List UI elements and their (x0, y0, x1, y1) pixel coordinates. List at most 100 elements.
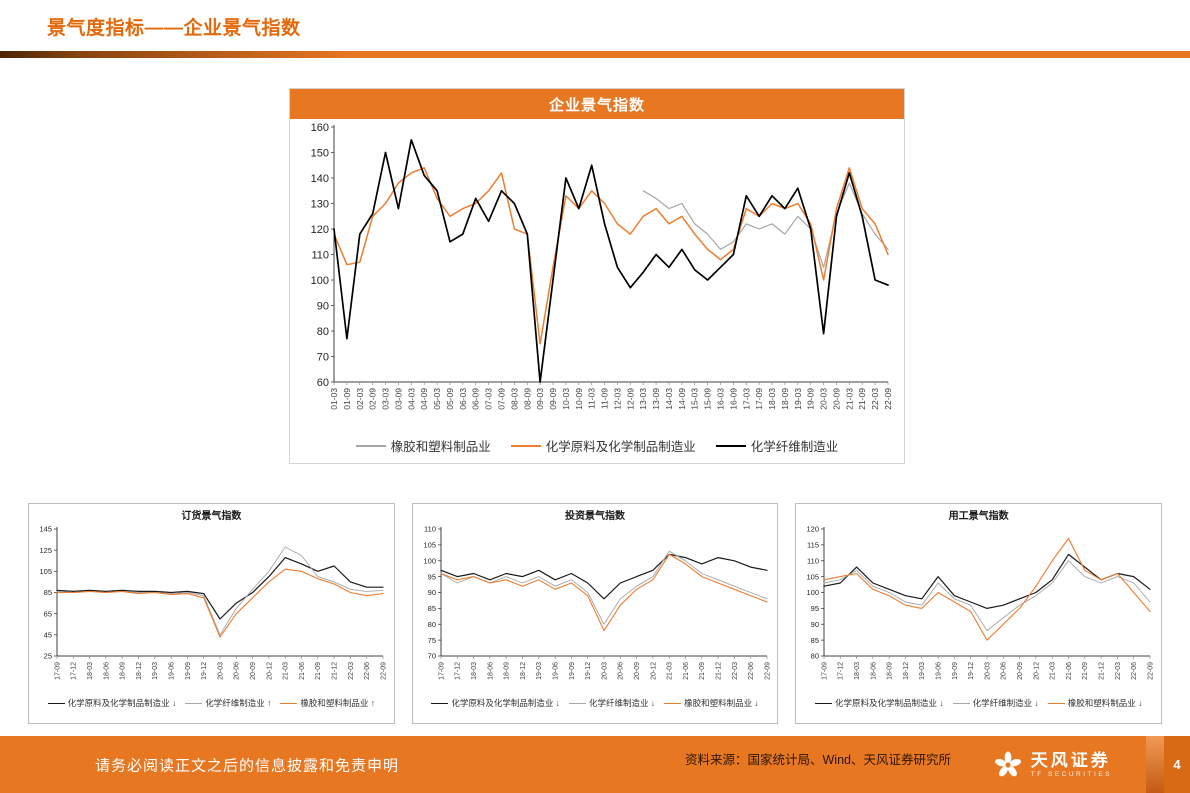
svg-text:17-09: 17-09 (54, 662, 61, 680)
orders-chart-card: 订货景气指数 25 45 65 85 105 125 145 17-09 17-12 18-03 1… (28, 503, 395, 724)
svg-text:18-03: 18-03 (471, 662, 478, 680)
svg-text:17-12: 17-12 (71, 662, 78, 680)
svg-text:25: 25 (44, 652, 52, 661)
legend-item: 化学原料及化学制品制造业 ↓ (47, 697, 176, 709)
svg-text:19-09: 19-09 (952, 662, 959, 680)
svg-text:09-03: 09-03 (535, 388, 545, 410)
svg-text:125: 125 (39, 546, 52, 555)
svg-text:02-09: 02-09 (368, 388, 378, 410)
svg-text:100: 100 (311, 275, 329, 287)
svg-text:21-12: 21-12 (332, 662, 339, 680)
svg-text:06-09: 06-09 (471, 388, 481, 410)
svg-text:02-03: 02-03 (355, 388, 365, 410)
svg-text:21-09: 21-09 (699, 662, 706, 680)
svg-text:20-03: 20-03 (985, 662, 992, 680)
svg-text:18-09: 18-09 (780, 388, 790, 410)
legend-line-swatch (280, 702, 298, 704)
brand-name: 天风证券 (1030, 750, 1111, 770)
svg-text:07-09: 07-09 (497, 388, 507, 410)
svg-text:20-06: 20-06 (617, 662, 624, 680)
investment-chart-legend: 化学原料及化学制品制造业 ↓ 化学纤维制造业 ↓ 橡胶和塑料制品业 ↓ (413, 696, 778, 714)
series-line-0 (56, 557, 384, 620)
series-line-2 (56, 568, 384, 638)
legend-line-swatch (355, 444, 386, 447)
svg-text:21-06: 21-06 (299, 662, 306, 680)
svg-text:20-12: 20-12 (1034, 662, 1041, 680)
svg-text:21-09: 21-09 (315, 662, 322, 680)
svg-text:03-09: 03-09 (393, 388, 403, 410)
svg-text:04-03: 04-03 (406, 388, 416, 410)
svg-text:19-03: 19-03 (536, 662, 543, 680)
series-line-0 (642, 182, 889, 268)
legend-item: 橡胶和塑料制品业 ↓ (1047, 697, 1142, 709)
svg-text:20-06: 20-06 (234, 662, 241, 680)
legend-label: 橡胶和塑料制品业 (390, 440, 491, 454)
svg-text:20-03: 20-03 (217, 662, 224, 680)
svg-text:06-03: 06-03 (458, 388, 468, 410)
svg-text:19-06: 19-06 (936, 662, 943, 680)
main-chart-legend: 橡胶和塑料制品业 化学原料及化学制品制造业 化学纤维制造业 (290, 434, 904, 463)
svg-text:22-09: 22-09 (883, 388, 893, 410)
svg-text:22-09: 22-09 (1148, 662, 1155, 680)
svg-text:90: 90 (811, 620, 819, 629)
legend-item: 橡胶和塑料制品业 (355, 436, 491, 455)
legend-line-swatch (510, 444, 541, 447)
series-line-0 (440, 553, 768, 600)
svg-text:22-09: 22-09 (764, 662, 771, 680)
svg-text:10-03: 10-03 (561, 388, 571, 410)
series-line-0 (823, 553, 1151, 609)
svg-text:70: 70 (427, 652, 435, 661)
legend-label: 橡胶和塑料制品业 ↑ (300, 698, 376, 708)
svg-text:22-03: 22-03 (1115, 662, 1122, 680)
svg-text:85: 85 (811, 636, 819, 645)
svg-text:19-12: 19-12 (968, 662, 975, 680)
investment-chart-title: 投资景气指数 (565, 511, 625, 522)
svg-text:10-09: 10-09 (574, 388, 584, 410)
svg-text:150: 150 (311, 147, 329, 159)
series-line-1 (440, 550, 768, 625)
svg-text:19-06: 19-06 (169, 662, 176, 680)
svg-text:07-03: 07-03 (484, 388, 494, 410)
series-line-2 (333, 138, 889, 383)
svg-text:17-12: 17-12 (838, 662, 845, 680)
svg-text:14-09: 14-09 (677, 388, 687, 410)
svg-text:18-12: 18-12 (136, 662, 143, 680)
flower-logo-icon (994, 751, 1021, 776)
svg-text:85: 85 (44, 588, 52, 597)
svg-text:15-03: 15-03 (690, 388, 700, 410)
svg-text:18-09: 18-09 (887, 662, 894, 680)
series-line-1 (333, 167, 889, 345)
svg-text:105: 105 (423, 541, 436, 550)
legend-item: 化学纤维制造业 ↓ (568, 697, 655, 709)
svg-text:18-03: 18-03 (854, 662, 861, 680)
svg-text:18-03: 18-03 (87, 662, 94, 680)
employment-chart-title: 用工景气指数 (948, 511, 1009, 522)
legend-line-swatch (185, 702, 203, 704)
svg-text:20-12: 20-12 (266, 662, 273, 680)
svg-text:105: 105 (39, 567, 52, 576)
orders-chart-title: 订货景气指数 (181, 511, 242, 522)
svg-text:18-06: 18-06 (871, 662, 878, 680)
svg-text:12-03: 12-03 (612, 388, 622, 410)
svg-text:18-03: 18-03 (767, 388, 777, 410)
svg-text:22-03: 22-03 (348, 662, 355, 680)
svg-text:21-03: 21-03 (666, 662, 673, 680)
svg-text:19-03: 19-03 (920, 662, 927, 680)
svg-text:160: 160 (311, 122, 329, 134)
svg-text:110: 110 (424, 525, 436, 534)
svg-text:65: 65 (44, 609, 52, 618)
svg-text:19-09: 19-09 (806, 388, 816, 410)
series-line-2 (823, 537, 1151, 641)
svg-text:17-12: 17-12 (454, 662, 461, 680)
svg-text:95: 95 (811, 604, 819, 613)
svg-text:14-03: 14-03 (664, 388, 674, 410)
svg-text:105: 105 (807, 572, 820, 581)
svg-text:21-09: 21-09 (1083, 662, 1090, 680)
svg-text:110: 110 (807, 556, 819, 565)
employment-chart-svg: 80 85 90 95 100 105 110 115 120 17-09 17-12 18-03 18… (807, 525, 1155, 680)
legend-item: 化学原料及化学制品制造业 ↓ (814, 697, 944, 709)
svg-text:145: 145 (39, 525, 52, 534)
orders-chart-svg: 25 45 65 85 105 125 145 17-09 17-12 18-03 18-06 18-… (39, 525, 387, 680)
small-charts-row: 订货景气指数 25 45 65 85 105 125 145 17-09 17-12 18-03 1… (28, 503, 1163, 724)
